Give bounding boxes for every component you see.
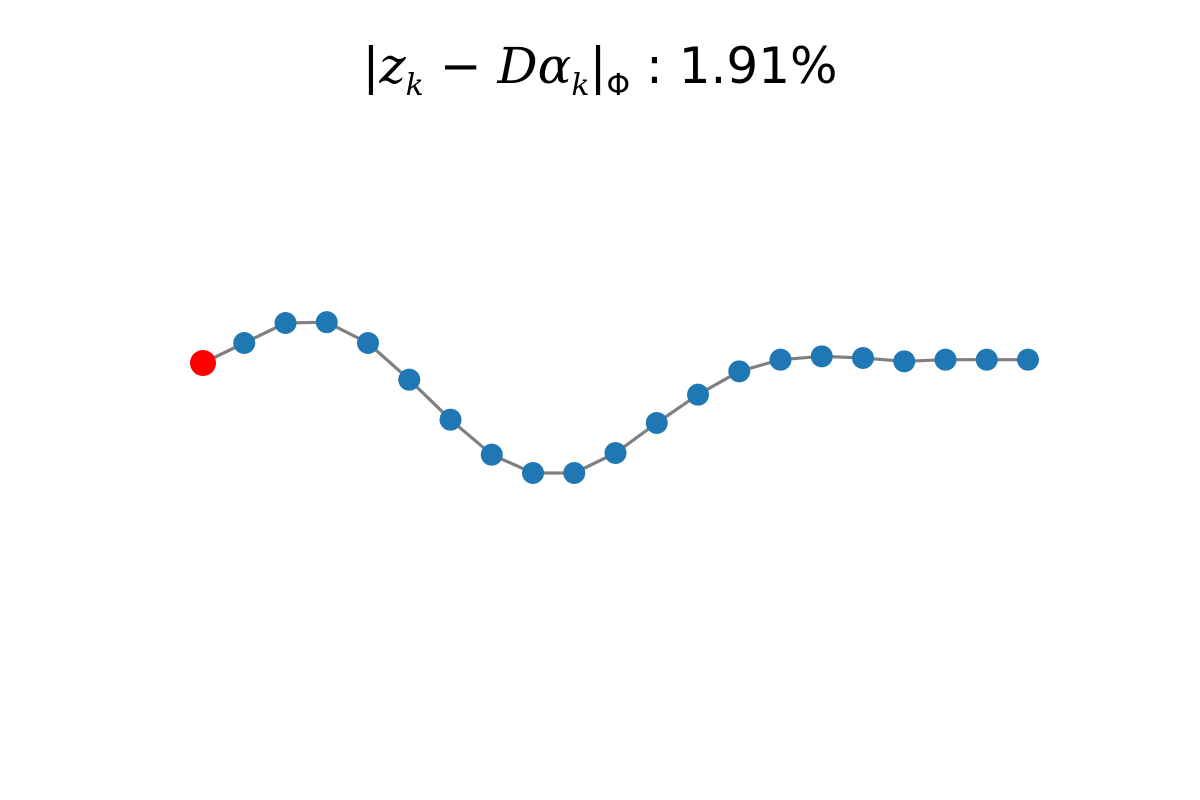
data-point [893,350,916,373]
data-point [687,383,709,406]
data-point [769,348,792,371]
highlight-point [190,350,216,376]
data-point [398,368,421,391]
title-subscript-phi: Φ [606,68,630,103]
data-point [315,311,338,334]
data-point [233,332,256,354]
data-point [934,348,957,371]
title-z: z [378,37,406,95]
title-alpha: α [538,37,572,95]
data-point [604,442,627,464]
data-point [645,412,668,434]
data-point [274,312,297,334]
chart-title: |zk − Dαk|Φ : 1.91% [362,37,837,103]
data-point [975,348,998,371]
title-bar-right: | [590,37,607,95]
title-d: D [497,37,538,95]
data-point [852,347,874,369]
plot-area [190,311,1039,484]
data-point [728,360,751,383]
data-point [522,462,544,484]
title-value: : 1.91% [630,37,837,95]
title-minus: − [424,37,498,95]
data-point [810,345,833,368]
data-point [563,462,586,484]
title-subscript-k2: k [571,68,589,103]
title-subscript-k1: k [406,68,424,103]
data-point [1017,348,1039,371]
data-point [439,408,462,431]
data-point [480,443,503,466]
data-point [357,332,379,354]
title-bar-left: | [362,37,379,95]
